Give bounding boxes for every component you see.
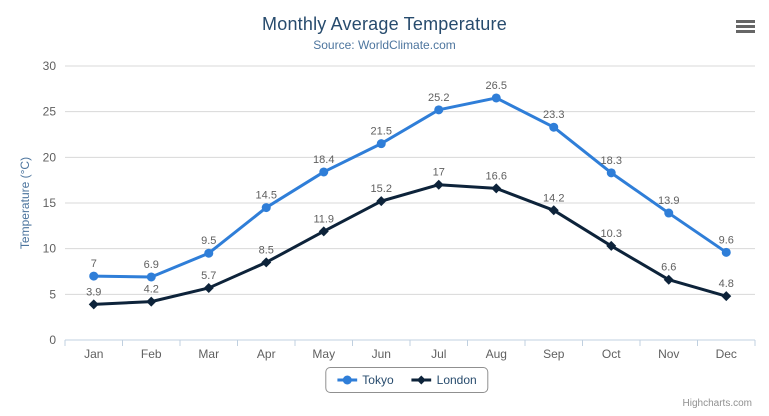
data-label: 25.2 — [428, 92, 449, 104]
x-axis-label: Jan — [84, 347, 103, 361]
data-point-london — [203, 282, 214, 293]
x-axis-label: Apr — [257, 347, 276, 361]
y-axis-label: 0 — [49, 333, 56, 347]
data-label: 7 — [91, 258, 97, 270]
data-point-london — [721, 291, 732, 302]
data-point-tokyo — [376, 139, 386, 149]
data-label: 16.6 — [486, 170, 507, 182]
legend-label-london: London — [436, 373, 477, 387]
data-label: 21.5 — [371, 126, 392, 138]
x-axis-label: Feb — [141, 347, 162, 361]
series-line-london — [92, 183, 728, 306]
y-axis-label: 5 — [49, 287, 56, 301]
data-point-tokyo — [664, 208, 674, 218]
data-label: 14.5 — [256, 190, 277, 202]
legend-marker-london — [411, 375, 432, 385]
data-label: 15.2 — [371, 183, 392, 195]
data-point-tokyo — [549, 122, 559, 132]
legend-item-tokyo[interactable]: Tokyo — [337, 373, 394, 387]
data-label: 10.3 — [601, 228, 622, 240]
data-point-london — [376, 196, 387, 207]
legend: Tokyo London — [325, 367, 489, 393]
chart-subtitle: Source: WorldClimate.com — [313, 38, 456, 52]
legend-label-tokyo: Tokyo — [362, 373, 394, 387]
data-label: 11.9 — [313, 213, 334, 225]
x-axis-label: Sep — [543, 347, 565, 361]
data-point-london — [491, 183, 502, 194]
x-axis-label: Dec — [716, 347, 737, 361]
data-label: 14.2 — [543, 192, 564, 204]
data-label: 13.9 — [658, 195, 679, 207]
data-label: 6.6 — [661, 262, 676, 274]
data-point-tokyo — [319, 167, 329, 177]
data-point-tokyo — [721, 247, 731, 257]
x-axis-label: Aug — [486, 347, 507, 361]
data-label: 8.5 — [259, 244, 274, 256]
x-axis-label: Oct — [602, 347, 621, 361]
y-axis-label: 20 — [43, 150, 57, 164]
data-label: 9.5 — [201, 235, 216, 247]
data-label: 17 — [433, 167, 445, 179]
chart-title: Monthly Average Temperature — [262, 14, 507, 34]
x-axis-label: Jun — [372, 347, 391, 361]
y-axis-title: Temperature (°C) — [18, 156, 32, 250]
data-point-tokyo — [491, 93, 501, 103]
data-label: 4.2 — [144, 284, 159, 296]
export-menu-button[interactable] — [732, 15, 758, 37]
x-axis-label: Mar — [198, 347, 219, 361]
data-point-tokyo — [606, 168, 616, 178]
data-label: 5.7 — [201, 270, 216, 282]
y-axis-label: 25 — [43, 105, 57, 119]
data-point-london — [606, 240, 617, 251]
data-point-tokyo — [146, 272, 156, 282]
x-axis-label: May — [312, 347, 335, 361]
series-line-tokyo — [92, 96, 728, 279]
data-label: 18.3 — [601, 155, 622, 167]
legend-item-london[interactable]: London — [411, 373, 477, 387]
y-axis-label: 15 — [43, 196, 57, 210]
data-point-london — [433, 179, 444, 190]
data-label: 3.9 — [86, 286, 101, 298]
data-label: 18.4 — [313, 154, 334, 166]
data-point-tokyo — [261, 203, 271, 213]
data-point-london — [548, 205, 559, 216]
data-point-london — [146, 296, 157, 307]
x-axis-label: Jul — [431, 347, 446, 361]
hamburger-icon — [735, 18, 755, 35]
data-point-london — [663, 274, 674, 285]
data-point-london — [88, 299, 99, 310]
data-point-london — [318, 226, 329, 237]
credits-link[interactable]: Highcharts.com — [682, 398, 752, 409]
data-label: 4.8 — [719, 278, 734, 290]
data-point-london — [261, 257, 272, 268]
data-label: 26.5 — [486, 80, 507, 92]
y-axis-label: 10 — [43, 242, 57, 256]
legend-marker-tokyo — [337, 375, 358, 385]
x-axis-label: Nov — [658, 347, 679, 361]
data-point-tokyo — [89, 271, 99, 281]
data-point-tokyo — [204, 248, 214, 258]
data-label: 9.6 — [719, 234, 734, 246]
data-label: 23.3 — [543, 109, 564, 121]
data-label: 6.9 — [144, 259, 159, 271]
y-axis-label: 30 — [43, 59, 57, 73]
data-point-tokyo — [434, 105, 444, 115]
